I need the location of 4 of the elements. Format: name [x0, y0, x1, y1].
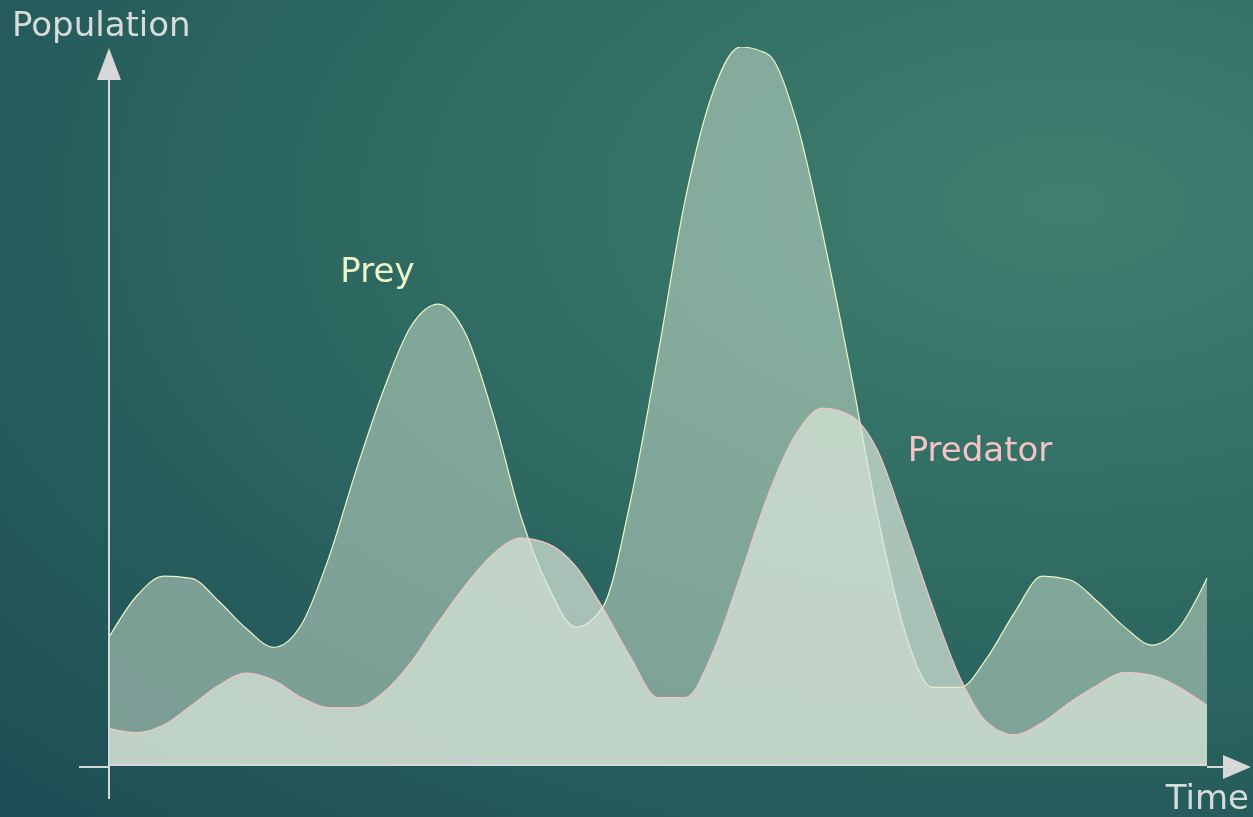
series-label: Predator: [907, 429, 1053, 470]
y-axis-title: Population: [12, 4, 191, 44]
x-axis-title: Time: [1165, 777, 1249, 817]
series-label: Prey: [340, 250, 415, 290]
